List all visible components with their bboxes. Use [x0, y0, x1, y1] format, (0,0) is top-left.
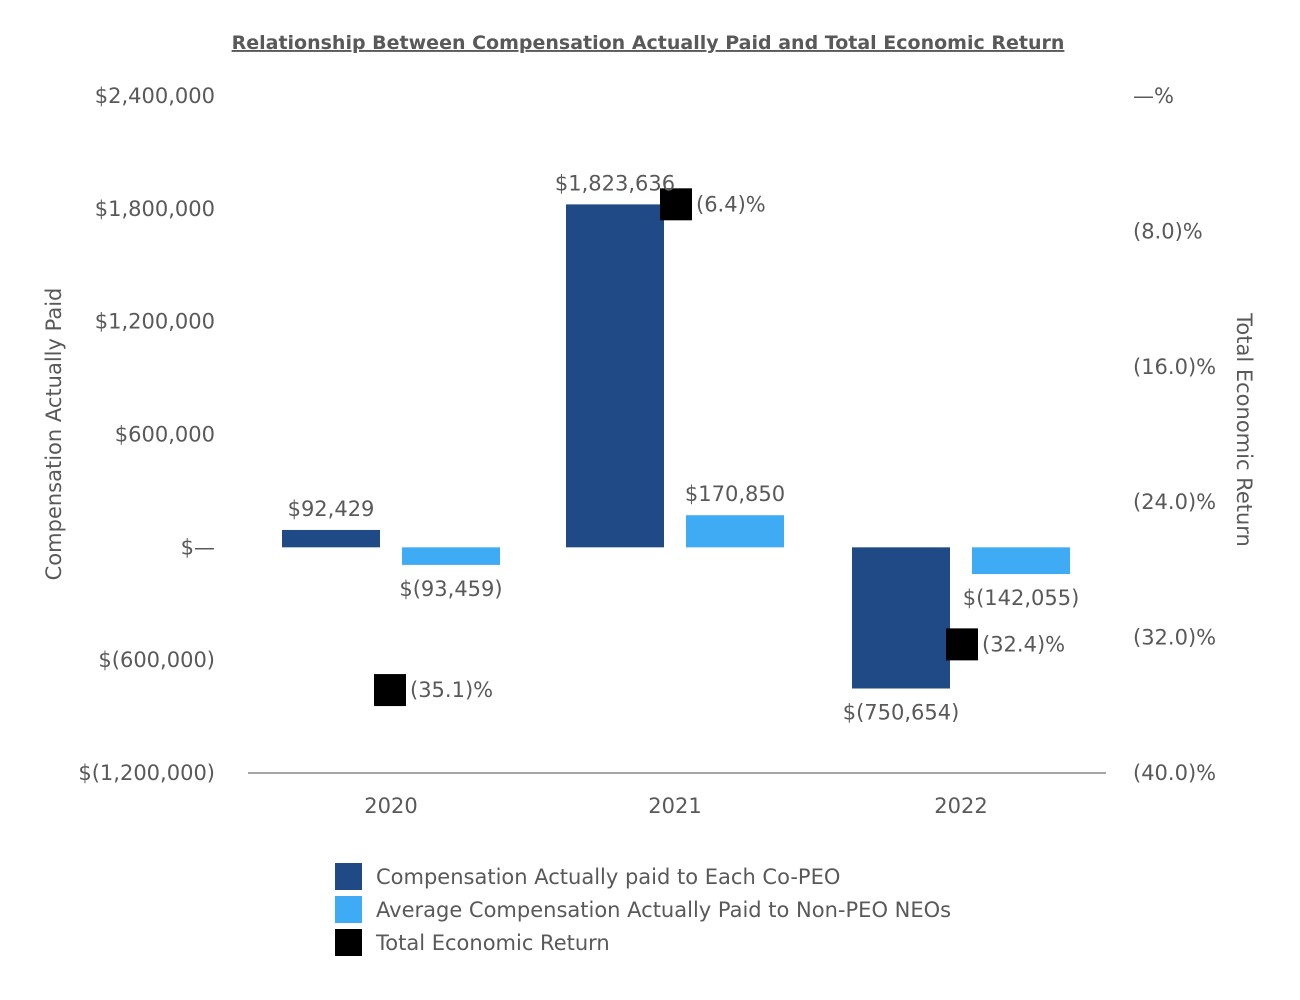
tier-markers [374, 188, 978, 707]
data-labels: $92,429 $1,823,636 $(750,654) $(93,459) $170… [288, 171, 1080, 724]
marker [374, 674, 406, 707]
x-axis-ticks: 2020 2021 2022 [364, 794, 987, 818]
left-axis-ticks: $2,400,000 $1,800,000 $1,200,000 $600,000 $—… [78, 84, 215, 785]
right-tick-label: (8.0)% [1133, 219, 1203, 243]
bar-data-label: $(93,459) [399, 577, 502, 601]
right-tick-label: (16.0)% [1133, 355, 1216, 379]
left-tick-label: $(1,200,000) [78, 761, 215, 785]
marker [946, 628, 978, 661]
bar-data-label: $(142,055) [963, 586, 1080, 610]
bar [686, 515, 784, 548]
legend-label: Total Economic Return [375, 931, 610, 955]
marker-data-label: (6.4)% [696, 192, 766, 216]
left-tick-label: $1,800,000 [95, 197, 215, 221]
x-tick-label: 2021 [648, 794, 701, 818]
bar-data-label: $170,850 [685, 482, 785, 506]
legend-label: Average Compensation Actually Paid to No… [376, 898, 951, 922]
bar [282, 529, 380, 548]
legend-label: Compensation Actually paid to Each Co-PE… [376, 865, 840, 889]
bar [402, 547, 500, 565]
right-tick-label: (24.0)% [1133, 490, 1216, 514]
bar [972, 547, 1070, 575]
x-tick-label: 2022 [934, 794, 987, 818]
left-tick-label: $600,000 [115, 423, 215, 447]
marker-data-label: (32.4)% [982, 632, 1065, 656]
bar-data-label: $(750,654) [843, 700, 960, 724]
legend-swatch [335, 896, 362, 923]
bar [852, 547, 950, 689]
right-tick-label: —% [1133, 84, 1174, 108]
legend: Compensation Actually paid to Each Co-PE… [335, 863, 951, 956]
bar-data-label: $1,823,636 [555, 171, 675, 195]
left-tick-label: $1,200,000 [95, 310, 215, 334]
chart-title: Relationship Between Compensation Actual… [232, 32, 1065, 54]
marker-data-label: (35.1)% [410, 678, 493, 702]
bar [566, 204, 664, 548]
legend-swatch [335, 863, 362, 890]
left-tick-label: $2,400,000 [95, 84, 215, 108]
bar-data-label: $92,429 [288, 497, 375, 521]
legend-swatch [335, 929, 362, 956]
marker [660, 188, 692, 221]
left-tick-label: $— [181, 535, 215, 559]
left-axis-title: Compensation Actually Paid [42, 288, 66, 581]
bars [282, 204, 1070, 689]
left-tick-label: $(600,000) [98, 648, 215, 672]
right-tick-label: (40.0)% [1133, 761, 1216, 785]
right-axis-title: Total Economic Return [1232, 312, 1256, 547]
right-axis-ticks: —% (8.0)% (16.0)% (24.0)% (32.0)% (40.0)% [1133, 84, 1216, 785]
right-tick-label: (32.0)% [1133, 626, 1216, 650]
x-tick-label: 2020 [364, 794, 417, 818]
